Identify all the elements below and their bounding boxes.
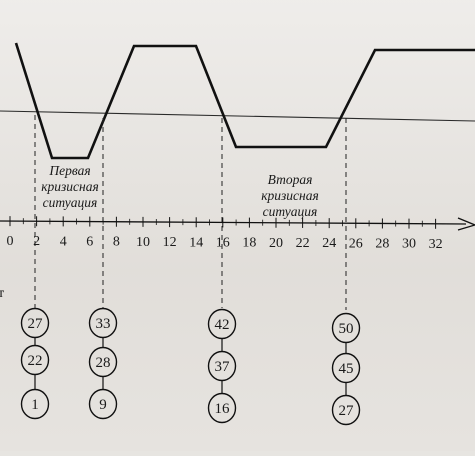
event-node: 33 (88, 307, 118, 339)
situation-2-line-3: ситуация (263, 204, 318, 219)
situation-1-line-1: Первая (48, 163, 90, 178)
event-node-label: 27 (28, 316, 44, 332)
event-node-circle (20, 307, 50, 339)
event-node: 27 (20, 307, 50, 339)
axis-tick-labels: 0 2 4 6 8 10 12 14 16 18 20 22 24 26 28 30 32 (7, 234, 443, 252)
axis-label-20: 20 (269, 236, 283, 251)
event-node: 1 (20, 388, 50, 420)
node-column-1: 27 22 1 (20, 307, 50, 420)
event-node-label: 42 (215, 317, 230, 333)
axis-label-10: 10 (136, 235, 150, 250)
event-node-label: 22 (28, 353, 43, 369)
situation-1-line-3: ситуация (43, 195, 98, 210)
axis-label-26: 26 (349, 236, 363, 251)
event-node: 27 (331, 394, 361, 426)
event-node-circle (207, 350, 237, 382)
event-node-circle (88, 388, 118, 420)
axis-label-28: 28 (375, 236, 389, 251)
threshold-line (0, 110, 475, 122)
event-node: 22 (20, 344, 50, 376)
event-node: 42 (207, 308, 237, 340)
process-curve (14, 42, 475, 160)
event-node-columns: 27 22 1 33 28 9 42 37 16 50 45 27 (20, 307, 361, 426)
event-node-label: 1 (31, 397, 39, 413)
node-column-3: 42 37 16 (207, 308, 237, 424)
event-node-circle (207, 308, 237, 340)
event-node-label: 9 (99, 397, 107, 413)
axis-label-8: 8 (113, 235, 120, 250)
event-node: 50 (331, 312, 361, 344)
event-node-circle (331, 352, 361, 384)
axis-label-18: 18 (242, 236, 256, 251)
axis-label-2: 2 (33, 234, 40, 249)
event-node-label: 27 (339, 403, 355, 419)
axis-label-30: 30 (402, 237, 416, 252)
event-node: 16 (207, 392, 237, 424)
axis-label-0: 0 (7, 234, 14, 249)
event-node-circle (331, 394, 361, 426)
axis-label-12: 12 (163, 235, 177, 250)
event-node-label: 28 (96, 355, 111, 371)
time-axis: 0 2 4 6 8 10 12 14 16 18 20 22 24 26 28 30 32 (0, 216, 475, 252)
axis-label-4: 4 (60, 234, 67, 249)
event-node: 9 (88, 388, 118, 420)
event-node: 28 (88, 346, 118, 378)
axis-label-14: 14 (189, 235, 203, 250)
event-node-label: 37 (215, 359, 231, 375)
event-node-label: 33 (96, 316, 111, 332)
event-node-label: 16 (215, 401, 231, 417)
margin-letter: т (0, 286, 4, 301)
axis-label-32: 32 (429, 237, 443, 252)
event-node-circle (88, 346, 118, 378)
situation-2-line-1: Вторая (268, 172, 313, 187)
axis-label-6: 6 (86, 235, 93, 250)
axis-line (0, 220, 467, 225)
event-node-label: 45 (339, 361, 354, 377)
situation-2-line-2: кризисная (261, 188, 319, 203)
event-node-circle (207, 392, 237, 424)
situation-label-2: Вторая кризисная ситуация (261, 172, 319, 219)
axis-label-24: 24 (322, 236, 336, 251)
event-node-circle (20, 388, 50, 420)
axis-label-16: 16 (216, 235, 230, 250)
axis-label-22: 22 (296, 236, 310, 251)
axis-arrowhead (457, 217, 475, 231)
axis-ticks (9, 216, 437, 229)
event-node-label: 50 (339, 321, 354, 337)
event-node-circle (20, 344, 50, 376)
node-column-4: 50 45 27 (331, 312, 361, 426)
event-node: 45 (331, 352, 361, 384)
node-column-2: 33 28 9 (88, 307, 118, 420)
event-node-circle (88, 307, 118, 339)
event-node: 37 (207, 350, 237, 382)
situation-label-1: Первая кризисная ситуация (41, 163, 99, 210)
situation-1-line-2: кризисная (41, 179, 99, 194)
event-node-circle (331, 312, 361, 344)
